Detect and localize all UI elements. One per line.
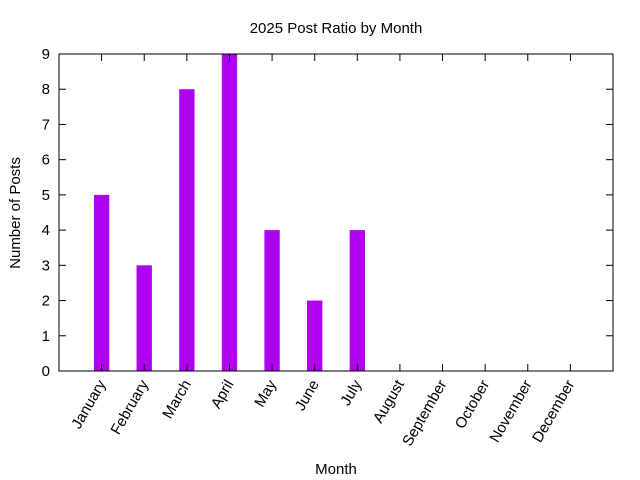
x-axis-label: Month xyxy=(315,461,357,478)
y-tick-label: 2 xyxy=(42,293,50,310)
x-tick-label-february: February xyxy=(108,377,153,438)
y-tick-label: 1 xyxy=(42,328,50,345)
y-tick-label: 0 xyxy=(42,363,50,380)
y-tick-label: 8 xyxy=(42,81,50,98)
x-tick-label-july: July xyxy=(337,377,365,409)
y-tick-label: 3 xyxy=(42,257,50,274)
x-tick-label-october: October xyxy=(452,377,493,432)
x-tick-label-december: December xyxy=(529,377,578,445)
bar-july xyxy=(349,230,365,371)
y-axis-label: Number of Posts xyxy=(7,157,24,269)
y-tick-label: 4 xyxy=(42,222,50,239)
bar-june xyxy=(307,300,323,371)
chart-title: 2025 Post Ratio by Month xyxy=(250,20,423,37)
bar-february xyxy=(136,265,152,371)
x-tick-label-may: May xyxy=(251,377,280,410)
x-tick-label-march: March xyxy=(159,377,195,422)
bar-january xyxy=(93,194,110,371)
plot-frame xyxy=(58,53,614,372)
x-tick-label-april: April xyxy=(208,377,238,411)
y-tick-label: 6 xyxy=(42,152,50,169)
x-tick-label-august: August xyxy=(370,376,408,426)
bar-may xyxy=(264,230,280,371)
y-tick-label: 9 xyxy=(42,46,50,63)
bar-march xyxy=(179,89,195,371)
bar-april xyxy=(221,54,238,371)
x-tick-label-june: June xyxy=(292,377,323,414)
x-tick-label-september: September xyxy=(399,377,450,449)
y-tick-label: 7 xyxy=(42,116,50,133)
x-tick-label-january: January xyxy=(68,377,110,432)
x-tick-label-november: November xyxy=(486,377,535,445)
y-tick-label: 5 xyxy=(42,187,50,204)
